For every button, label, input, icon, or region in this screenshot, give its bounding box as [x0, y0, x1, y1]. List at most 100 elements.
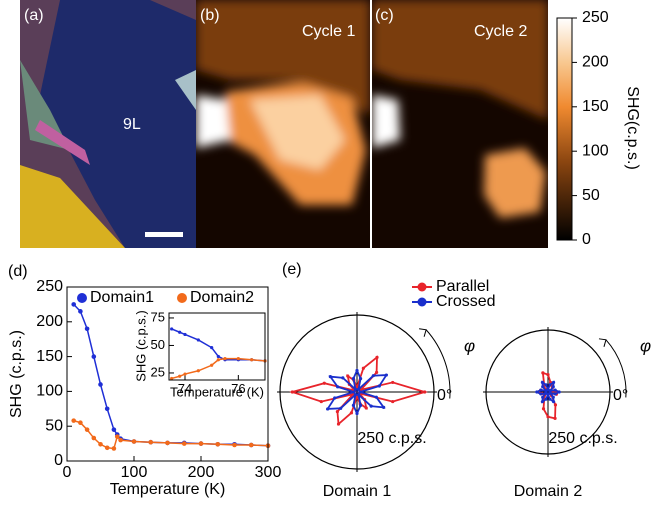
data-point — [539, 392, 542, 395]
data-point — [554, 388, 557, 391]
optical-image — [20, 0, 196, 248]
data-point — [223, 357, 226, 360]
data-point — [336, 385, 339, 388]
x-tick-label: 300 — [255, 464, 282, 481]
y-tick-label: 50 — [45, 417, 63, 434]
series-line — [74, 421, 268, 449]
y-tick-label: 0 — [54, 452, 63, 469]
data-point — [250, 358, 253, 361]
data-point — [359, 404, 362, 407]
data-point — [346, 374, 349, 377]
figure: (a) (b) (c) 9L Cycle 1 Cycle 2 SHG(c.p.s… — [0, 0, 667, 506]
colorbar-tick-label: 0 — [582, 231, 591, 248]
data-point — [355, 412, 358, 415]
data-point — [217, 355, 220, 358]
data-point — [375, 356, 378, 359]
data-point — [546, 373, 549, 376]
data-point — [71, 418, 76, 423]
data-point — [378, 384, 381, 387]
colorbar-tick-label: 100 — [582, 142, 609, 159]
x-tick-label: 100 — [121, 464, 148, 481]
data-point — [552, 396, 555, 399]
data-point — [385, 373, 388, 376]
inset-background — [169, 313, 265, 380]
data-point — [558, 390, 561, 393]
r-tick-label: 250 c.p.s. — [357, 430, 426, 447]
data-point — [112, 427, 117, 432]
data-point — [355, 369, 358, 372]
data-point — [85, 427, 90, 432]
data-point — [552, 385, 555, 388]
data-point — [210, 346, 213, 349]
panel-label: (c) — [375, 7, 394, 24]
angle-label: φ — [464, 336, 475, 355]
data-point — [78, 309, 83, 314]
data-point — [333, 396, 336, 399]
panel-label: (a) — [24, 7, 44, 24]
data-point — [352, 404, 355, 407]
data-point — [350, 411, 353, 414]
data-point — [291, 390, 294, 393]
data-point — [554, 392, 557, 395]
panel-label: (e) — [282, 261, 302, 278]
data-point — [215, 442, 220, 447]
data-point — [358, 390, 361, 393]
data-point — [539, 388, 542, 391]
y-tick-label: 150 — [36, 348, 63, 365]
data-point — [391, 400, 394, 403]
data-point — [85, 326, 90, 331]
data-point — [197, 338, 200, 341]
data-point — [552, 400, 555, 403]
data-point — [365, 406, 368, 409]
data-point — [320, 400, 323, 403]
y-tick-label: 100 — [36, 383, 63, 400]
data-point — [359, 377, 362, 380]
data-point — [182, 441, 187, 446]
data-point — [210, 364, 213, 367]
data-point — [352, 377, 355, 380]
legend-marker — [418, 298, 427, 307]
data-point — [323, 382, 326, 385]
data-point — [92, 436, 97, 441]
data-point — [554, 403, 557, 406]
angle-arrowhead — [599, 339, 606, 347]
colorbar — [557, 18, 572, 240]
data-point — [105, 407, 110, 412]
data-point — [237, 357, 240, 360]
data-point — [339, 407, 342, 410]
data-point — [71, 302, 76, 307]
data-point — [337, 422, 340, 425]
y-axis-label: SHG (c.p.s.) — [8, 330, 25, 418]
data-point — [249, 443, 254, 448]
colorbar-label: SHG(c.p.s.) — [624, 86, 641, 170]
x-axis-label: Temperature (K) — [110, 481, 226, 498]
image-label: Cycle 1 — [302, 23, 355, 40]
data-point — [544, 398, 547, 401]
image-label: 9L — [123, 116, 141, 133]
data-point — [357, 393, 360, 396]
colorbar-tick-label: 50 — [582, 187, 600, 204]
y-tick-label: 50 — [151, 337, 165, 352]
data-point — [553, 417, 556, 420]
data-point — [341, 376, 344, 379]
data-point — [197, 369, 200, 372]
data-point — [375, 371, 378, 374]
data-point — [92, 354, 97, 359]
data-point — [118, 438, 123, 443]
zero-label: 0° — [613, 387, 628, 404]
legend-label: Crossed — [436, 293, 496, 310]
data-point — [148, 440, 153, 445]
y-tick-label: 250 — [36, 278, 63, 295]
data-point — [423, 390, 426, 393]
data-point — [183, 333, 186, 336]
data-point — [357, 388, 360, 391]
y-axis-label: SHG (c.p.s.) — [133, 310, 148, 382]
data-point — [541, 385, 544, 388]
polar-title: Domain 2 — [514, 483, 583, 500]
data-point — [183, 372, 186, 375]
data-point — [98, 382, 103, 387]
data-point — [362, 367, 365, 370]
angle-label: φ — [640, 336, 651, 355]
r-tick-label: 250 c.p.s. — [548, 430, 617, 447]
y-tick-label: 75 — [151, 309, 165, 324]
